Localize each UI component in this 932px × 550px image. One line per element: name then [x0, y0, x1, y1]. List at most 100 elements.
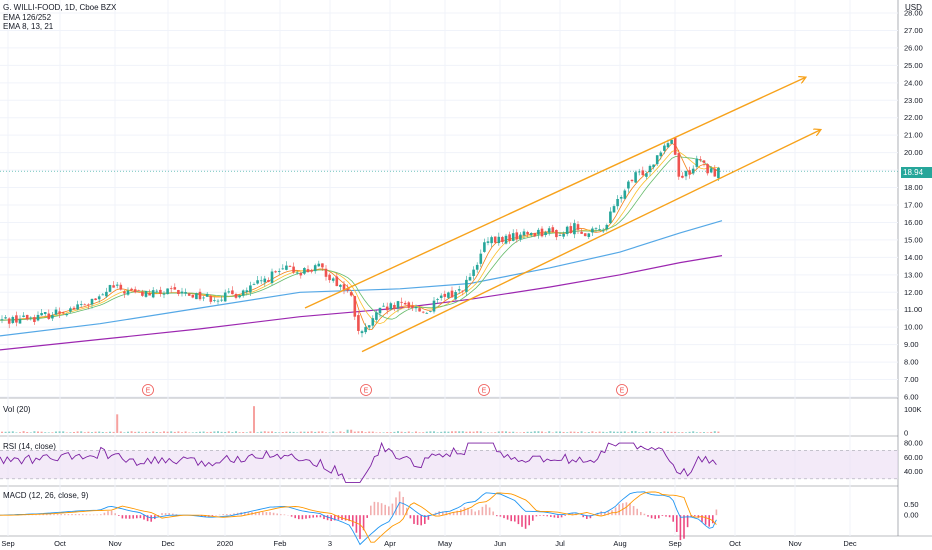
time-tick-label: Oct — [54, 539, 67, 548]
candle-body — [526, 232, 529, 235]
candle-body — [173, 287, 177, 290]
candle-body — [331, 278, 335, 281]
macd-histogram-bar — [89, 514, 91, 516]
macd-histogram-bar — [308, 515, 311, 519]
macd-histogram-bar — [546, 515, 548, 517]
volume-bar — [638, 432, 641, 433]
volume-bar — [191, 432, 194, 433]
volume-bar — [267, 431, 270, 433]
candle-body — [565, 226, 569, 235]
time-tick-label: Nov — [108, 539, 122, 548]
candle-body — [263, 278, 267, 283]
macd-histogram-bar — [262, 512, 264, 516]
candle-body — [508, 234, 511, 242]
candle-body — [364, 327, 367, 333]
macd-histogram-bar — [668, 515, 671, 518]
candle-body — [97, 296, 101, 300]
macd-histogram-bar — [589, 515, 592, 519]
volume-bar — [51, 432, 54, 433]
macd-histogram-bar — [146, 515, 149, 522]
candle-body — [94, 298, 97, 300]
macd-histogram-bar — [53, 514, 55, 516]
candle-body — [479, 253, 483, 264]
trend-channel[interactable] — [304, 78, 820, 353]
macd-histogram-bar — [82, 514, 84, 516]
price-tick-label: 22.00 — [904, 113, 923, 122]
volume-bar — [155, 432, 158, 433]
volume-bar — [483, 432, 486, 433]
candle-body — [659, 152, 663, 157]
candle-body — [321, 263, 324, 268]
macd-tick-label: 0.50 — [904, 500, 919, 509]
candle-body — [623, 190, 627, 199]
volume-bar — [206, 432, 209, 433]
candle-body — [519, 234, 522, 240]
candle-body — [461, 290, 465, 292]
candle-body — [234, 294, 238, 298]
candle-body — [328, 274, 331, 281]
volume-bar — [451, 431, 453, 433]
volume-bar — [76, 431, 79, 433]
macd-histogram-bar — [550, 515, 552, 517]
candle-body — [285, 265, 288, 270]
volume-bar — [598, 431, 601, 433]
volume-bar — [163, 431, 165, 433]
macd-histogram-bar — [395, 497, 397, 516]
volume-bar — [512, 431, 515, 433]
volume-bar — [591, 431, 594, 433]
volume-bar — [555, 431, 558, 433]
candle-body — [169, 288, 173, 290]
volume-bar — [407, 431, 410, 433]
candle-body — [493, 236, 497, 243]
macd-histogram-bar — [661, 515, 664, 516]
macd-histogram-bar — [100, 514, 102, 516]
macd-histogram-bar — [294, 515, 296, 519]
volume-bar — [299, 431, 302, 433]
volume-bar — [213, 431, 216, 433]
candle-body — [180, 291, 184, 294]
candle-body — [245, 290, 249, 293]
axes: Sep Oct Nov Dec 2020 Feb 3 Apr May Jun Jul Aug Sep Oc… — [1, 9, 922, 549]
candle-body — [367, 325, 371, 328]
candle-body — [112, 285, 115, 288]
volume-bar — [119, 431, 122, 433]
volume-bar — [717, 431, 720, 433]
macd-histogram-bar — [452, 511, 455, 516]
macd-histogram-bar — [355, 515, 358, 533]
volume-bar — [170, 431, 173, 433]
candle-body — [231, 290, 234, 295]
candle-body — [609, 211, 612, 224]
volume-bar — [685, 432, 687, 433]
volume-bar — [62, 431, 65, 433]
currency-label: USD — [905, 3, 922, 12]
macd-histogram-bar — [694, 515, 696, 517]
candle-body — [357, 315, 360, 331]
macd-histogram-bar — [143, 515, 145, 520]
time-tick-label: Feb — [274, 539, 287, 548]
time-tick-label: Jun — [494, 539, 506, 548]
macd-histogram-bar — [305, 515, 307, 519]
candle-body — [695, 158, 699, 167]
macd-histogram-bar — [370, 505, 372, 516]
price-tick-label: 14.00 — [904, 253, 923, 262]
macd-histogram-bar — [366, 515, 368, 518]
volume-bar — [271, 431, 273, 433]
macd-histogram-bar — [337, 515, 340, 520]
candle-body — [177, 290, 180, 295]
macd-histogram-bar — [283, 514, 286, 516]
volume-bar — [109, 431, 111, 433]
macd-histogram-bar — [460, 509, 462, 516]
candle-body — [105, 291, 108, 297]
volume-bar — [353, 431, 356, 433]
ema-13-line — [0, 149, 721, 325]
macd-histogram-bar — [56, 514, 59, 516]
macd-histogram-bar — [542, 515, 545, 516]
volume-bar — [652, 432, 655, 433]
candle-body — [645, 173, 648, 177]
volume-bar — [389, 432, 392, 433]
candle-body — [691, 168, 695, 174]
volume-bar — [350, 429, 353, 433]
ema-126-line — [0, 220, 723, 337]
